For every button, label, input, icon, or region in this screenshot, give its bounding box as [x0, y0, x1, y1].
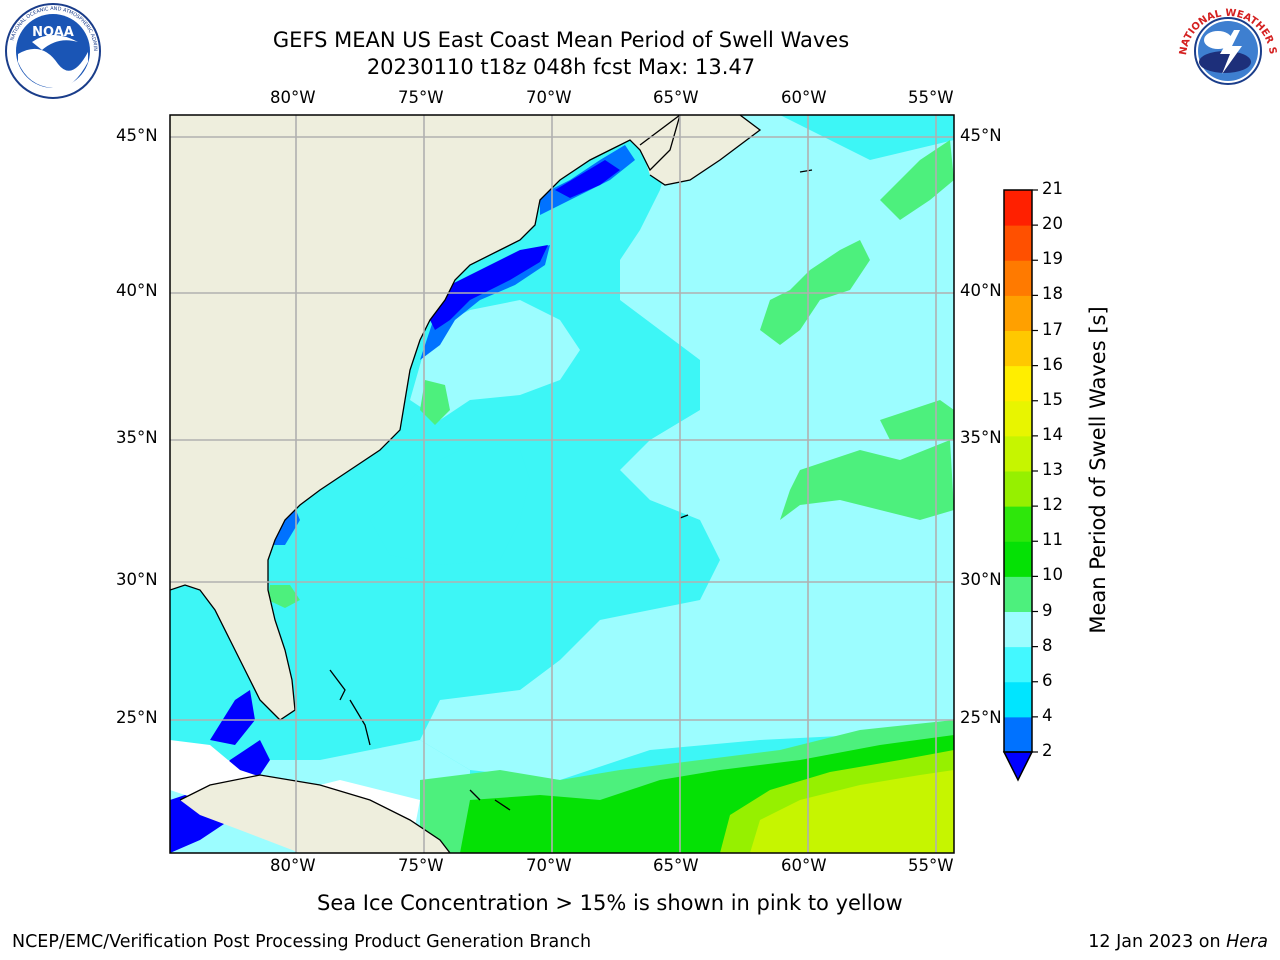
footer-machine: Hera [1226, 932, 1268, 952]
lon-label-top: 55°W [908, 88, 954, 107]
lon-label-bottom: 75°W [398, 856, 444, 875]
island [679, 514, 689, 519]
land-nova-scotia [640, 115, 760, 185]
noaa-logo-text: NOAA [32, 25, 74, 40]
island [469, 789, 481, 801]
colorbar-swatch [1004, 506, 1032, 542]
lat-label-left: 35°N [116, 428, 158, 447]
swell-zone-under-2s [210, 690, 255, 745]
lon-label-bottom: 60°W [781, 856, 827, 875]
lat-label-right: 45°N [960, 126, 1002, 145]
island [349, 699, 371, 746]
colorbar-tick-label: 19 [1042, 249, 1063, 269]
colorbar-swatch [1004, 400, 1032, 437]
lon-label-top: 75°W [398, 88, 444, 107]
colorbar-swatch [1004, 330, 1032, 367]
nws-logo-icon: NATIONAL WEATHER SERVICE [1178, 2, 1278, 97]
swell-zone-9-10s [420, 380, 450, 425]
map-title: GEFS MEAN US East Coast Mean Period of S… [272, 28, 850, 52]
colorbar-tick-label: 2 [1042, 741, 1053, 760]
swell-zone-12-13s [750, 770, 954, 853]
map-subtitle: 20230110 t18z 048h fcst Max: 13.47 [366, 55, 756, 79]
colorbar-swatch [1004, 611, 1032, 648]
colorbar-tick-label: 11 [1042, 530, 1063, 550]
colorbar [1002, 189, 1038, 782]
colorbar-tick-label: 10 [1042, 565, 1063, 585]
colorbar-tick-label: 17 [1042, 319, 1063, 339]
footer-date-text: 12 Jan 2023 on [1088, 932, 1227, 952]
colorbar-tick-label: 6 [1042, 670, 1053, 690]
lon-label-top: 80°W [270, 88, 316, 107]
colorbar-under-arrow [1002, 751, 1034, 782]
sea-ice-note: Sea Ice Concentration > 15% is shown in … [317, 891, 903, 915]
lon-label-bottom: 80°W [270, 856, 316, 875]
colorbar-swatch [1004, 190, 1032, 226]
island [329, 669, 346, 701]
swell-zone-9-10s [780, 440, 954, 520]
lat-label-right: 25°N [960, 708, 1002, 727]
colorbar-tick-label: 8 [1042, 635, 1053, 655]
land-us-east-coast [170, 115, 680, 720]
swell-zone-6-8s [370, 440, 530, 565]
footer-date: 12 Jan 2023 on Hera [1088, 932, 1268, 952]
lat-label-right: 30°N [960, 570, 1002, 589]
coastline [639, 115, 762, 186]
colorbar-tick-label: 20 [1042, 214, 1063, 234]
colorbar-swatch [1004, 435, 1032, 472]
swell-zone-9-10s [268, 585, 300, 608]
colorbar-label: Mean Period of Swell Waves [s] [1086, 306, 1110, 634]
lon-label-bottom: 55°W [908, 856, 954, 875]
lat-label-left: 25°N [116, 708, 158, 727]
coastline [179, 774, 451, 853]
colorbar-swatch [1004, 681, 1032, 718]
lon-label-bottom: 65°W [653, 856, 699, 875]
lon-label-bottom: 70°W [526, 856, 572, 875]
land-cuba [180, 775, 450, 853]
lat-label-left: 30°N [116, 570, 158, 589]
colorbar-tick-label: 16 [1042, 354, 1063, 374]
colorbar-tick-label: 21 [1042, 179, 1063, 198]
colorbar-swatch [1004, 365, 1032, 402]
colorbar-tick-label: 4 [1042, 705, 1053, 725]
colorbar-tick-label: 14 [1042, 424, 1063, 444]
noaa-logo-icon: NOAA NATIONAL OCEANIC AND ATMOSPHERIC AD… [2, 2, 101, 99]
island [799, 169, 813, 173]
colorbar-tick-label: 18 [1042, 284, 1063, 304]
map-frame [169, 114, 955, 854]
colorbar-tick-label: 12 [1042, 495, 1063, 515]
colorbar-swatch [1004, 646, 1032, 683]
swell-zone-8-9s [410, 300, 580, 420]
lat-label-right: 40°N [960, 281, 1002, 300]
colorbar-tick-label: 15 [1042, 389, 1063, 409]
island [494, 799, 511, 811]
lon-label-top: 65°W [653, 88, 699, 107]
colorbar-swatch [1004, 260, 1032, 296]
colorbar-swatch [1004, 471, 1032, 507]
colorbar-swatch [1004, 295, 1032, 331]
footer-credit: NCEP/EMC/Verification Post Processing Pr… [12, 932, 592, 952]
colorbar-tick-label: 13 [1042, 460, 1063, 479]
colorbar-swatch [1004, 716, 1032, 753]
swell-zone-under-2s [555, 160, 620, 198]
lat-label-left: 45°N [116, 126, 158, 145]
colorbar-swatch [1004, 576, 1032, 612]
graticule [170, 115, 954, 853]
colorbar-swatch [1004, 541, 1032, 577]
swell-zone-under-2s [430, 245, 548, 330]
lat-label-left: 40°N [116, 281, 158, 300]
colorbar-swatch [1004, 225, 1032, 261]
lon-label-top: 60°W [781, 88, 827, 107]
colorbar-tick-label: 9 [1042, 600, 1053, 620]
lon-label-top: 70°W [526, 88, 572, 107]
lat-label-right: 35°N [960, 428, 1002, 447]
